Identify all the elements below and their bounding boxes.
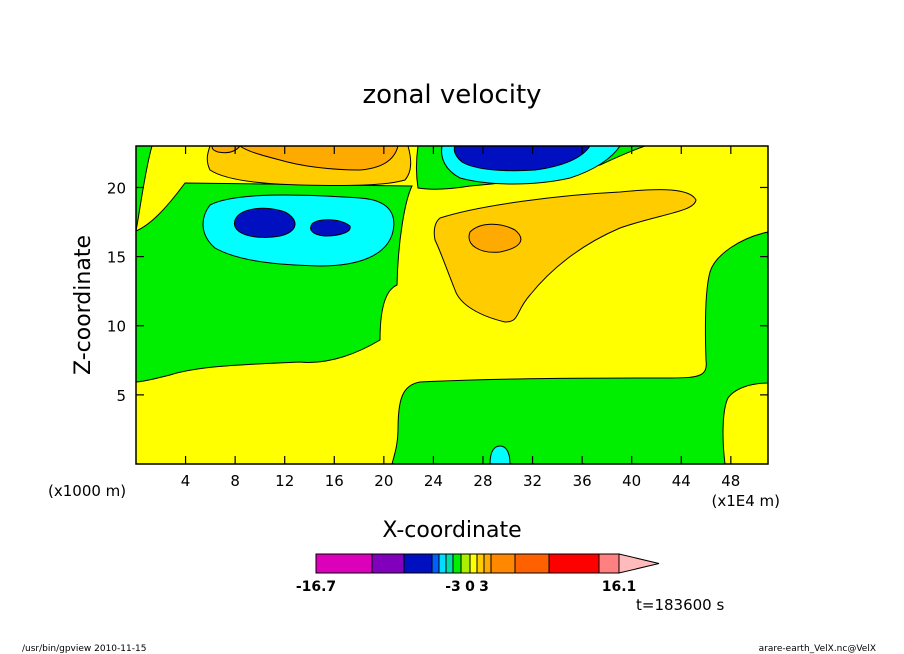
colorbar-bin <box>548 553 600 574</box>
plot-frame <box>135 145 769 465</box>
colorbar-tick-label: 3 <box>479 579 489 595</box>
x-unit-right: (x1E4 m) <box>711 492 780 510</box>
region-negative-core-right <box>310 219 351 237</box>
footer-left: /usr/bin/gpview 2010-11-15 <box>22 644 146 654</box>
colorbar: -16.7 -3 0 3 16.1 <box>296 553 660 595</box>
x-axis: 4 8 12 16 20 24 28 32 36 40 44 48 <box>181 146 740 490</box>
colorbar-tick-label: 16.1 <box>602 579 637 595</box>
y-tick-label: 10 <box>107 318 126 336</box>
x-axis-label: X-coordinate <box>382 518 521 543</box>
region-positive-top-left-core2 <box>211 145 242 154</box>
region-negative-weak-right <box>391 231 769 465</box>
colorbar-bin <box>445 553 454 574</box>
x-tick-label: 32 <box>523 472 542 490</box>
x-tick-label: 44 <box>672 472 691 490</box>
x-tick-label: 28 <box>473 472 492 490</box>
colorbar-bin <box>431 553 440 574</box>
x-unit-left: (x1000 m) <box>48 482 126 500</box>
colorbar-bin <box>476 553 485 574</box>
colorbar-extend-arrow <box>618 553 660 574</box>
colorbar-tick-label: 0 <box>465 579 475 595</box>
y-tick-label: 20 <box>107 179 126 197</box>
x-tick-label: 48 <box>721 472 740 490</box>
colorbar-bin <box>438 553 447 574</box>
colorbar-bin <box>371 553 405 574</box>
region-negative-bottom <box>489 445 511 465</box>
region-positive-top-left-core <box>238 145 399 171</box>
colorbar-tick-label: -3 <box>445 579 461 595</box>
colorbar-bin <box>598 553 620 574</box>
region-negative-strong-top-right <box>453 145 591 172</box>
colorbar-bin <box>452 553 462 574</box>
region-negative-mid-left <box>202 194 395 267</box>
y-axis-label: Z-coordinate <box>71 235 96 375</box>
colorbar-bin <box>483 553 492 574</box>
y-tick-label: 15 <box>107 249 126 267</box>
x-tick-label: 36 <box>573 472 592 490</box>
region-negative-core-left <box>234 207 296 238</box>
colorbar-bin <box>460 553 471 574</box>
footer-right: arare-earth_VelX.nc@VelX <box>759 644 876 654</box>
colorbar-bin <box>490 553 516 574</box>
y-axis: 5 10 15 20 <box>107 179 768 405</box>
x-tick-label: 24 <box>424 472 443 490</box>
x-tick-label: 16 <box>325 472 344 490</box>
colorbar-bin <box>469 553 478 574</box>
x-tick-label: 40 <box>622 472 641 490</box>
y-tick-label: 5 <box>116 387 126 405</box>
colorbar-bin <box>514 553 550 574</box>
x-tick-label: 4 <box>181 472 191 490</box>
region-positive-core-right <box>468 223 522 253</box>
colorbar-bin <box>315 553 373 574</box>
x-tick-label: 20 <box>374 472 393 490</box>
chart-title: zonal velocity <box>362 80 541 110</box>
colorbar-bin <box>403 553 433 574</box>
plot-area <box>135 145 769 465</box>
x-tick-label: 8 <box>230 472 240 490</box>
time-label: t=183600 s <box>636 596 724 614</box>
x-tick-label: 12 <box>275 472 294 490</box>
colorbar-tick-label: -16.7 <box>296 579 336 595</box>
region-positive-mid-right <box>433 189 697 323</box>
